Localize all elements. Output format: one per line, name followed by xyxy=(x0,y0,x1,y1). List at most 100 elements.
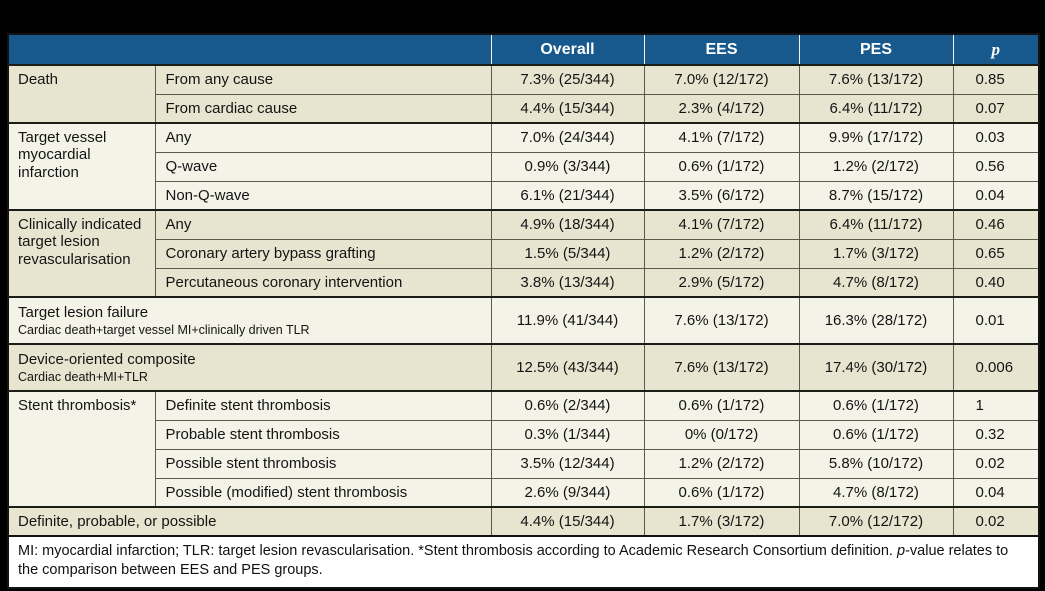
table-row: Device-oriented composite Cardiac death+M… xyxy=(7,343,1040,392)
value-cell-overall: 7.3% (25/344) xyxy=(490,64,645,95)
footnote-cell: MI: myocardial infarction; TLR: target l… xyxy=(8,534,1039,589)
table-row: Clinically indicated target lesion revas… xyxy=(7,209,1040,298)
value-cell-p: 0.04 xyxy=(952,477,1040,508)
value-cell-p: 1 xyxy=(952,390,1040,421)
value-cell-overall: 4.4% (15/344) xyxy=(490,93,645,124)
value-cell-overall: 0.3% (1/344) xyxy=(490,419,645,450)
value-cell-ees: 3.5% (6/172) xyxy=(643,180,800,211)
sub-label-cell: Possible (modified) stent thrombosis xyxy=(154,477,492,508)
value-cell-overall: 1.5% (5/344) xyxy=(490,238,645,269)
row-label-subtitle: Cardiac death+target vessel MI+clinicall… xyxy=(18,322,310,337)
value-cell-overall: 3.5% (12/344) xyxy=(490,448,645,479)
sub-label-cell: From any cause xyxy=(154,64,492,95)
table-header: Overall EES PES p xyxy=(8,34,1039,65)
value-cell-pes: 4.7% (8/172) xyxy=(798,477,954,508)
value-cell-overall: 3.8% (13/344) xyxy=(490,267,645,298)
value-cell-ees: 2.9% (5/172) xyxy=(643,267,800,298)
value-cell-pes: 7.6% (13/172) xyxy=(798,64,954,95)
value-cell-pes: 5.8% (10/172) xyxy=(798,448,954,479)
header-overall: Overall xyxy=(490,34,644,65)
value-cell-p: 0.56 xyxy=(952,151,1040,182)
value-cell-overall: 7.0% (24/344) xyxy=(490,122,645,153)
table-row: Possible (modified) stent thrombosis 2.6%… xyxy=(8,477,1040,508)
sub-label-cell: From cardiac cause xyxy=(154,93,492,124)
value-cell-pes: 4.7% (8/172) xyxy=(798,267,954,298)
value-cell-p: 0.02 xyxy=(952,506,1040,537)
value-cell-ees: 0.6% (1/172) xyxy=(643,477,800,508)
clinical-outcomes-table: Overall EES PES p Death From any cause 7.3… xyxy=(7,33,1040,590)
sub-label-cell: Any xyxy=(154,122,492,153)
sub-label-cell: Any xyxy=(154,209,492,240)
table-row: Percutaneous coronary intervention 3.8% (… xyxy=(8,267,1040,298)
value-cell-ees: 2.3% (4/172) xyxy=(643,93,800,124)
value-cell-pes: 17.4% (30/172) xyxy=(798,343,954,392)
group-label-cell: Target vessel myocardial infarction xyxy=(7,122,156,211)
value-cell-p: 0.02 xyxy=(952,448,1040,479)
value-cell-pes: 1.2% (2/172) xyxy=(798,151,954,182)
value-cell-pes: 8.7% (15/172) xyxy=(798,180,954,211)
sub-label-cell: Coronary artery bypass grafting xyxy=(154,238,492,269)
value-cell-p: 0.04 xyxy=(952,180,1040,211)
table-row: Stent thrombosis* Definite stent thrombos… xyxy=(7,390,1040,508)
row-label-title: Device-oriented composite xyxy=(18,350,196,368)
value-cell-ees: 0% (0/172) xyxy=(643,419,800,450)
value-cell-pes: 6.4% (11/172) xyxy=(798,93,954,124)
sub-label-cell: Percutaneous coronary intervention xyxy=(154,267,492,298)
value-cell-pes: 6.4% (11/172) xyxy=(798,209,954,240)
value-cell-overall: 0.6% (2/344) xyxy=(490,390,645,421)
value-cell-ees: 4.1% (7/172) xyxy=(643,209,800,240)
footnote-text-1: MI: myocardial infarction; TLR: target l… xyxy=(18,543,897,559)
footnote-p-italic: p xyxy=(897,543,906,559)
value-cell-p: 0.03 xyxy=(952,122,1040,153)
header-spacer-cell xyxy=(8,34,491,65)
value-cell-p: 0.01 xyxy=(952,296,1040,345)
value-cell-ees: 4.1% (7/172) xyxy=(643,122,800,153)
value-cell-overall: 6.1% (21/344) xyxy=(490,180,645,211)
sub-label-cell: Definite stent thrombosis xyxy=(154,390,492,421)
table-row: Death From any cause 7.3% (25/344) 7.0% (12… xyxy=(7,64,1040,124)
value-cell-ees: 1.7% (3/172) xyxy=(643,506,800,537)
value-cell-pes: 7.0% (12/172) xyxy=(798,506,954,537)
row-label-cell: Definite, probable, or possible xyxy=(7,506,492,537)
value-cell-ees: 0.6% (1/172) xyxy=(643,390,800,421)
table-row: Target lesion failure Cardiac death+targe… xyxy=(7,296,1040,345)
row-label-title: Definite, probable, or possible xyxy=(18,512,217,530)
footnote-row: MI: myocardial infarction; TLR: target l… xyxy=(8,534,1039,589)
row-label-cell: Device-oriented composite Cardiac death+M… xyxy=(7,343,492,392)
table-row: Definite, probable, or possible 4.4% (15/… xyxy=(7,506,1040,537)
group-label-cell: Stent thrombosis* xyxy=(7,390,156,508)
table-body: Death From any cause 7.3% (25/344) 7.0% (12… xyxy=(7,64,1040,537)
value-cell-p: 0.006 xyxy=(952,343,1040,392)
value-cell-overall: 2.6% (9/344) xyxy=(490,477,645,508)
row-label-cell: Target lesion failure Cardiac death+targe… xyxy=(7,296,492,345)
header-pes: PES xyxy=(798,34,953,65)
value-cell-overall: 4.9% (18/344) xyxy=(490,209,645,240)
group-label-cell: Death xyxy=(7,64,156,124)
header-p-value: p xyxy=(952,34,1039,65)
value-cell-p: 0.85 xyxy=(952,64,1040,95)
table-row: Target vessel myocardial infarction Any 7.… xyxy=(7,122,1040,211)
footnote-text-2: -value relates to the comparison between… xyxy=(18,543,1009,579)
sub-label-cell: Probable stent thrombosis xyxy=(154,419,492,450)
value-cell-p: 0.46 xyxy=(952,209,1040,240)
value-cell-p: 0.32 xyxy=(952,419,1040,450)
value-cell-ees: 7.0% (12/172) xyxy=(643,64,800,95)
row-label-subtitle: Cardiac death+MI+TLR xyxy=(18,369,148,384)
table-row: Coronary artery bypass grafting 1.5% (5/3… xyxy=(8,238,1040,269)
value-cell-ees: 1.2% (2/172) xyxy=(643,448,800,479)
value-cell-p: 0.65 xyxy=(952,238,1040,269)
value-cell-overall: 4.4% (15/344) xyxy=(490,506,645,537)
value-cell-p: 0.40 xyxy=(952,267,1040,298)
table-row: Probable stent thrombosis 0.3% (1/344) 0% … xyxy=(8,419,1040,450)
row-label-title: Target lesion failure xyxy=(18,303,149,321)
value-cell-p: 0.07 xyxy=(952,93,1040,124)
value-cell-overall: 12.5% (43/344) xyxy=(490,343,645,392)
value-cell-pes: 1.7% (3/172) xyxy=(798,238,954,269)
value-cell-pes: 16.3% (28/172) xyxy=(798,296,954,345)
value-cell-pes: 0.6% (1/172) xyxy=(798,390,954,421)
value-cell-overall: 11.9% (41/344) xyxy=(490,296,645,345)
value-cell-pes: 0.6% (1/172) xyxy=(798,419,954,450)
header-row: Overall EES PES p xyxy=(8,34,1039,65)
group-label-cell: Clinically indicated target lesion revas… xyxy=(7,209,156,298)
table-row: From cardiac cause 4.4% (15/344) 2.3% (4/1… xyxy=(8,93,1040,124)
